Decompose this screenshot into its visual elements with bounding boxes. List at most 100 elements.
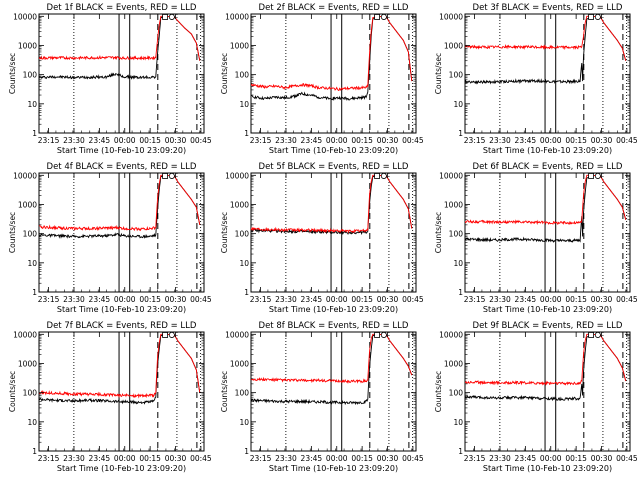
x-tick-label: 00:30 — [165, 136, 187, 145]
x-tick-label: 23:15 — [250, 136, 272, 145]
y-tick-label: 10000 — [13, 330, 37, 339]
y-tick-label: 1 — [458, 288, 463, 297]
panel-title: Det 2f BLACK = Events, RED = LLD — [259, 3, 409, 13]
x-tick-label: 23:15 — [464, 295, 486, 304]
y-tick-label: 100 — [449, 71, 464, 80]
x-tick-label: 00:45 — [616, 136, 638, 145]
x-tick-label: 23:30 — [275, 136, 297, 145]
x-tick-label: 00:00 — [326, 136, 348, 145]
y-axis-label: Counts/sec — [220, 212, 229, 253]
panel-title: Det 9f BLACK = Events, RED = LLD — [473, 321, 623, 331]
y-tick-label: 1 — [458, 129, 463, 138]
x-tick-label: 23:15 — [38, 136, 60, 145]
x-axis-label: Start Time (10-Feb-10 23:09:20) — [269, 305, 398, 314]
peak-marker — [374, 173, 380, 179]
detector-panel-6: Det 6f BLACK = Events, RED = LLD 1 10 100 10… — [434, 162, 638, 314]
x-tick-label: 23:30 — [63, 136, 85, 145]
detector-panel-4: Det 4f BLACK = Events, RED = LLD 1 10 100 10… — [8, 162, 212, 314]
x-tick-label: 00:00 — [114, 136, 136, 145]
plot-frame — [464, 172, 631, 293]
peak-marker — [380, 173, 387, 179]
x-axis-label: Start Time (10-Feb-10 23:09:20) — [483, 464, 612, 473]
peak-marker — [162, 14, 168, 20]
peak-marker — [380, 332, 387, 338]
y-axis-label: Counts/sec — [434, 53, 443, 94]
x-tick-label: 00:45 — [402, 136, 424, 145]
x-tick-label: 00:15 — [565, 136, 587, 145]
plot-content — [465, 173, 628, 292]
x-tick-label: 23:15 — [38, 454, 60, 463]
plot-frame — [250, 13, 417, 134]
y-tick-label: 1000 — [444, 41, 463, 50]
y-tick-label: 1000 — [230, 359, 249, 368]
peak-marker — [594, 332, 601, 338]
detector-panel-7: Det 7f BLACK = Events, RED = LLD 1 10 100 10… — [8, 321, 212, 473]
y-tick-label: 1000 — [230, 41, 249, 50]
x-tick-label: 00:30 — [591, 136, 613, 145]
y-tick-label: 1 — [244, 447, 249, 456]
panel-title: Det 4f BLACK = Events, RED = LLD — [47, 162, 197, 172]
x-tick-label: 00:00 — [114, 454, 136, 463]
y-tick-label: 10 — [27, 259, 37, 268]
y-tick-label: 10 — [27, 100, 37, 109]
y-tick-label: 10000 — [225, 12, 249, 21]
panel-title: Det 8f BLACK = Events, RED = LLD — [259, 321, 409, 331]
peak-marker — [594, 173, 601, 179]
y-axis-label: Counts/sec — [220, 53, 229, 94]
y-axis-label: Counts/sec — [8, 212, 17, 253]
detector-panel-9: Det 9f BLACK = Events, RED = LLD 1 10 100 10… — [434, 321, 638, 473]
x-tick-label: 00:45 — [190, 295, 212, 304]
x-axis-label: Start Time (10-Feb-10 23:09:20) — [57, 305, 186, 314]
plot-content — [39, 332, 202, 451]
x-tick-label: 23:15 — [38, 295, 60, 304]
peak-marker — [374, 332, 380, 338]
y-tick-label: 100 — [23, 71, 38, 80]
x-axis-label: Start Time (10-Feb-10 23:09:20) — [57, 464, 186, 473]
x-tick-label: 00:15 — [351, 295, 373, 304]
y-tick-label: 100 — [449, 230, 464, 239]
peak-marker — [168, 173, 175, 179]
y-tick-label: 10 — [239, 259, 249, 268]
peak-marker — [374, 14, 380, 20]
x-tick-label: 00:30 — [377, 295, 399, 304]
plot-frame — [38, 172, 205, 293]
x-tick-label: 00:15 — [565, 454, 587, 463]
y-tick-label: 10 — [27, 418, 37, 427]
y-tick-label: 100 — [235, 230, 250, 239]
x-tick-label: 00:00 — [540, 295, 562, 304]
peak-marker — [588, 14, 594, 20]
plot-frame — [250, 172, 417, 293]
x-tick-label: 23:45 — [301, 136, 323, 145]
y-axis-label: Counts/sec — [8, 371, 17, 412]
y-tick-label: 100 — [449, 389, 464, 398]
x-axis-label: Start Time (10-Feb-10 23:09:20) — [269, 464, 398, 473]
x-tick-label: 00:00 — [326, 454, 348, 463]
y-tick-label: 1 — [244, 288, 249, 297]
x-tick-label: 23:30 — [275, 295, 297, 304]
y-tick-label: 10000 — [439, 330, 463, 339]
detector-panel-3: Det 3f BLACK = Events, RED = LLD 1 10 100 10… — [434, 3, 638, 155]
x-tick-label: 23:45 — [515, 295, 537, 304]
y-tick-label: 10 — [453, 100, 463, 109]
x-axis-label: Start Time (10-Feb-10 23:09:20) — [483, 305, 612, 314]
x-tick-label: 23:30 — [489, 295, 511, 304]
x-tick-label: 23:15 — [250, 295, 272, 304]
y-tick-label: 100 — [23, 230, 38, 239]
x-tick-label: 00:30 — [165, 454, 187, 463]
plot-content — [39, 14, 202, 133]
plot-content — [39, 173, 202, 292]
x-tick-label: 00:00 — [540, 454, 562, 463]
x-tick-label: 00:15 — [565, 295, 587, 304]
plot-content — [251, 14, 414, 133]
y-tick-label: 10000 — [439, 12, 463, 21]
y-tick-label: 10 — [453, 259, 463, 268]
x-tick-label: 00:30 — [591, 295, 613, 304]
panel-title: Det 5f BLACK = Events, RED = LLD — [259, 162, 409, 172]
x-tick-label: 23:45 — [89, 295, 111, 304]
x-tick-label: 00:30 — [591, 454, 613, 463]
x-tick-label: 00:45 — [190, 454, 212, 463]
plot-frame — [38, 13, 205, 134]
plot-content — [465, 332, 628, 451]
x-tick-label: 23:30 — [63, 454, 85, 463]
y-tick-label: 10000 — [225, 330, 249, 339]
